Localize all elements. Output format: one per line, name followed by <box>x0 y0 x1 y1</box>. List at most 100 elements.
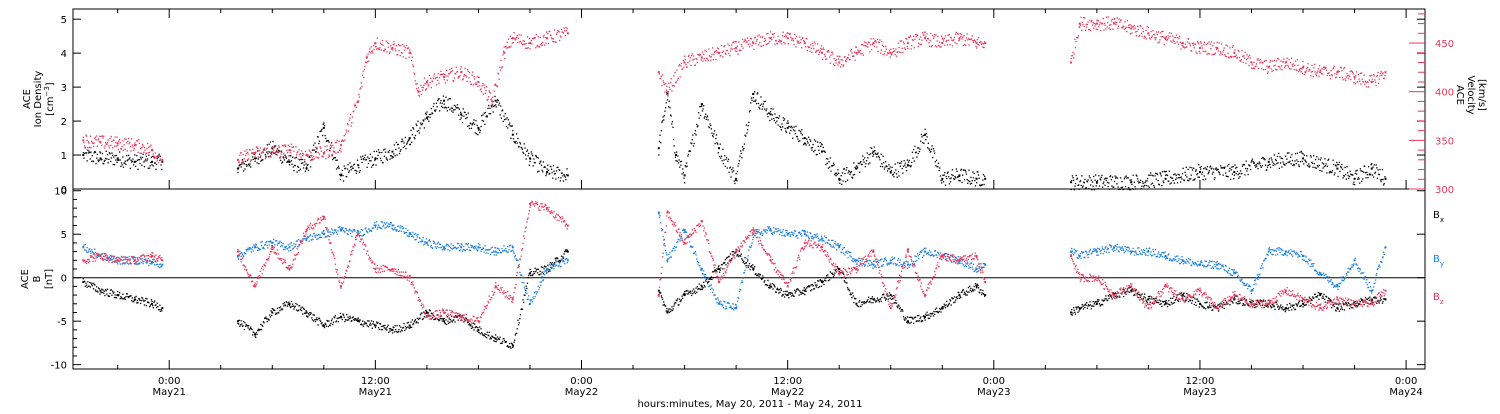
bx-series-trace-point <box>1126 293 1127 294</box>
velocity-series-trace-point <box>1257 59 1258 60</box>
bx-series-trace-point <box>363 326 364 327</box>
bx-series-trace-point <box>1102 304 1103 305</box>
date-tick-label: May22 <box>565 387 598 398</box>
density-series-trace-point <box>1179 174 1180 175</box>
velocity-series-trace-point <box>1273 70 1274 71</box>
bx-series-trace-point <box>922 320 923 321</box>
density-series-trace-point <box>161 169 162 170</box>
velocity-series-trace-point <box>1224 47 1225 48</box>
bx-series-trace-point <box>342 319 343 320</box>
density-series-trace-point <box>753 101 754 102</box>
velocity-series-trace-point <box>283 153 284 154</box>
density-series-trace-point <box>733 170 734 171</box>
bx-series-trace-point <box>1124 289 1125 290</box>
bx-series-trace-point <box>715 269 716 270</box>
bx-series-trace-point <box>805 289 806 290</box>
velocity-series-trace-point <box>398 44 399 45</box>
density-series-trace-point <box>1072 175 1073 176</box>
bx-series-trace-point <box>88 286 89 287</box>
density-series-trace-point <box>452 112 453 113</box>
velocity-series-trace-point <box>360 87 361 88</box>
velocity-series-trace-point <box>825 56 826 57</box>
density-series-trace-point <box>244 163 245 164</box>
velocity-series-trace-point <box>142 144 143 145</box>
density-series-trace-point <box>695 134 696 135</box>
density-series-trace-point <box>681 161 682 162</box>
density-series-trace-point <box>815 141 816 142</box>
velocity-series-trace-point <box>883 54 884 55</box>
velocity-series-trace-point <box>814 41 815 42</box>
density-series-trace-point <box>1189 178 1190 179</box>
density-series-trace-point <box>241 166 242 167</box>
density-series-trace-point <box>102 153 103 154</box>
velocity-series-trace-point <box>900 52 901 53</box>
velocity-series-trace-point <box>144 150 145 151</box>
velocity-series-trace-point <box>338 152 339 153</box>
bx-series-trace-point <box>802 293 803 294</box>
bx-series-trace-point <box>693 289 694 290</box>
density-series-trace-point <box>1234 175 1235 176</box>
velocity-series-trace-point <box>785 35 786 36</box>
velocity-series-trace-point <box>1324 67 1325 68</box>
density-series-trace-point <box>719 156 720 157</box>
velocity-series-trace-point <box>1198 43 1199 44</box>
velocity-series-trace-point <box>367 61 368 62</box>
velocity-series-trace-point <box>1361 72 1362 73</box>
density-series-trace-point <box>94 152 95 153</box>
bx-series-trace-point <box>744 257 745 258</box>
velocity-series-trace-point <box>1299 70 1300 71</box>
velocity-series-trace-point <box>881 41 882 42</box>
density-series-trace-point <box>756 103 757 104</box>
bx-series-trace-point <box>666 308 667 309</box>
velocity-series-trace-point <box>160 165 161 166</box>
density-series-trace-point <box>413 128 414 129</box>
bx-series-trace-point <box>851 297 852 298</box>
bx-series-trace-point <box>834 272 835 273</box>
velocity-series-trace-point <box>349 117 350 118</box>
density-series-trace-point <box>806 139 807 140</box>
bx-series-trace-point <box>895 302 896 303</box>
density-series-trace-point <box>557 167 558 168</box>
bx-series-trace-point <box>380 323 381 324</box>
bx-series-trace-point <box>381 329 382 330</box>
density-series-trace-point <box>321 130 322 131</box>
bx-series-trace-point <box>302 313 303 314</box>
bx-series-trace-point <box>412 319 413 320</box>
velocity-series-trace-point <box>669 87 670 88</box>
bx-series-trace-point <box>454 321 455 322</box>
density-series-trace-point <box>802 138 803 139</box>
density-series-trace-point <box>1090 184 1091 185</box>
density-series-trace-point <box>300 169 301 170</box>
density-series-trace-point <box>412 127 413 128</box>
velocity-series-trace-point <box>1222 51 1223 52</box>
velocity-series-trace-point <box>1162 36 1163 37</box>
velocity-series-trace-point <box>525 48 526 49</box>
velocity-series-trace-point <box>844 56 845 57</box>
density-series-trace-point <box>368 158 369 159</box>
density-series-trace-point <box>1123 189 1124 190</box>
velocity-series-trace-point <box>702 51 703 52</box>
density-series-trace-point <box>341 174 342 175</box>
density-series-trace-point <box>1274 154 1275 155</box>
velocity-series-trace-point <box>1318 76 1319 77</box>
velocity-series-trace-point <box>900 40 901 41</box>
bx-series-trace-point <box>125 296 126 297</box>
density-series-trace-point <box>1116 177 1117 178</box>
bx-series-trace-point <box>254 334 255 335</box>
density-series-trace-point <box>373 164 374 165</box>
density-series-point <box>323 127 325 129</box>
velocity-series-trace-point <box>722 52 723 53</box>
density-series-trace-point <box>927 147 928 148</box>
density-series-trace-point <box>1381 181 1382 182</box>
bx-series-trace-point <box>852 292 853 293</box>
velocity-series-trace-point <box>92 143 93 144</box>
density-series-trace-point <box>1380 179 1381 180</box>
density-series-trace-point <box>1214 177 1215 178</box>
bx-series-trace-point <box>87 281 88 282</box>
bx-series-trace-point <box>1168 300 1169 301</box>
velocity-series-trace-point <box>1330 70 1331 71</box>
bx-series-trace-point <box>305 310 306 311</box>
bx-series-trace-point <box>701 285 702 286</box>
bx-series-trace-point <box>321 322 322 323</box>
bx-series-trace-point <box>291 306 292 307</box>
